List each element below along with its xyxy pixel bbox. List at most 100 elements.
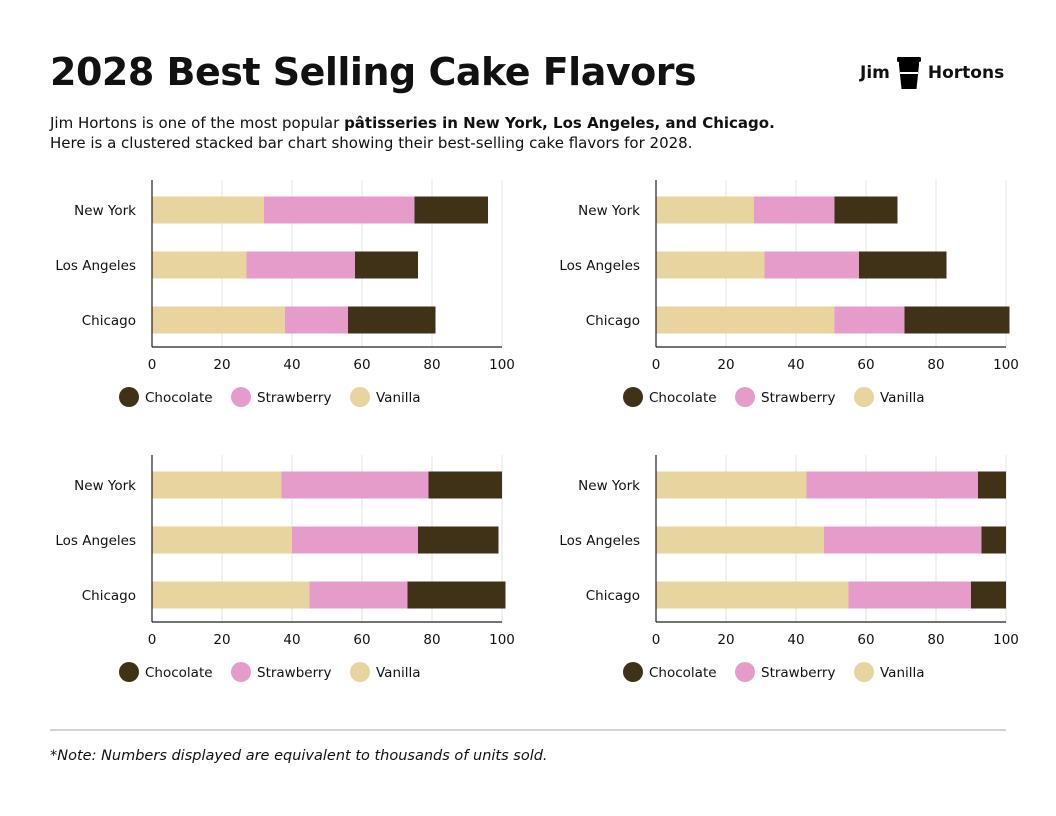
legend-swatch-strawberry [735,662,755,682]
bar-chocolate-chicago [904,306,1010,334]
x-tick-label: 0 [652,632,661,648]
x-tick-label: 80 [927,357,944,373]
bar-chocolate-new-york [978,471,1006,499]
bar-strawberry-new-york [264,196,415,224]
x-tick-label: 100 [489,357,515,373]
bar-vanilla-chicago [656,581,849,609]
bar-strawberry-new-york [806,471,978,499]
legend-swatch-vanilla [350,662,370,682]
legend-swatch-vanilla [854,387,874,407]
bar-chocolate-chicago [407,581,506,609]
bar-vanilla-chicago [152,306,285,334]
bar-strawberry-chicago [309,581,408,609]
category-label: Los Angeles [559,258,640,274]
legend-swatch-strawberry [231,662,251,682]
legend-label-strawberry: Strawberry [761,390,835,406]
legend-label-chocolate: Chocolate [145,665,213,681]
category-label: Chicago [82,313,136,329]
x-tick-label: 40 [787,632,804,648]
chart-bottom-right: New York Los Angeles Chicago 0 20 40 60 80 100 Ch… [559,455,1019,682]
x-tick-label: 100 [993,357,1019,373]
bar-chocolate-chicago [348,306,436,334]
x-tick-label: 0 [148,357,157,373]
intro-line-2: Here is a clustered stacked bar chart sh… [50,134,693,152]
x-tick-label: 60 [857,632,874,648]
x-tick-label: 20 [213,632,230,648]
x-tick-label: 40 [283,632,300,648]
category-label: Los Angeles [559,533,640,549]
bar-vanilla-los-angeles [656,251,765,279]
bar-strawberry-los-angeles [764,251,859,279]
x-tick-label: 80 [423,632,440,648]
x-tick-label: 20 [717,632,734,648]
bar-strawberry-new-york [281,471,429,499]
logo-text-left: Jim [860,63,890,83]
legend-label-chocolate: Chocolate [649,665,717,681]
category-label: New York [74,203,136,219]
category-label: Los Angeles [55,533,136,549]
legend-swatch-chocolate [119,662,139,682]
category-label: Chicago [586,313,640,329]
footer-divider [50,729,1006,731]
bar-strawberry-los-angeles [824,526,982,554]
bar-chocolate-los-angeles [981,526,1006,554]
intro-line-1: Jim Hortons is one of the most popular p… [50,113,950,133]
bar-chocolate-los-angeles [355,251,418,279]
legend-swatch-vanilla [350,387,370,407]
bar-chocolate-los-angeles [859,251,947,279]
logo-text-right: Hortons [927,63,1005,83]
chart-top-right: New York Los Angeles Chicago 0 20 40 60 80 100 Ch… [559,180,1019,407]
category-label: Los Angeles [55,258,136,274]
x-tick-label: 40 [787,357,804,373]
legend-label-vanilla: Vanilla [376,390,421,406]
chart-top-left: New York Los Angeles Chicago 0 20 40 60 80 100 Ch… [55,180,515,407]
bar-chocolate-new-york [414,196,488,224]
legend-label-strawberry: Strawberry [257,390,331,406]
bar-vanilla-los-angeles [152,251,247,279]
bar-strawberry-new-york [754,196,835,224]
legend-swatch-chocolate [119,387,139,407]
x-tick-label: 80 [423,357,440,373]
brand-logo: Jim Hortons [860,56,1004,90]
legend-label-strawberry: Strawberry [257,665,331,681]
category-label: New York [578,478,640,494]
footnote: *Note: Numbers displayed are equivalent … [50,748,548,764]
x-tick-label: 0 [148,632,157,648]
bar-strawberry-los-angeles [246,251,355,279]
bar-strawberry-los-angeles [292,526,418,554]
intro-line-1-bold: pâtisseries in New York, Los Angeles, an… [344,114,775,132]
category-label: New York [578,203,640,219]
x-tick-label: 20 [213,357,230,373]
x-tick-label: 100 [489,632,515,648]
bar-chocolate-los-angeles [418,526,499,554]
bar-vanilla-chicago [656,306,835,334]
intro-text: Jim Hortons is one of the most popular p… [50,113,950,153]
intro-line-1-prefix: Jim Hortons is one of the most popular [50,114,345,132]
legend-label-vanilla: Vanilla [376,665,421,681]
bar-vanilla-new-york [656,196,754,224]
legend-swatch-vanilla [854,662,874,682]
x-tick-label: 20 [717,357,734,373]
legend-swatch-strawberry [735,387,755,407]
legend-label-strawberry: Strawberry [761,665,835,681]
bar-vanilla-los-angeles [656,526,824,554]
page-title: 2028 Best Selling Cake Flavors [50,50,697,94]
bar-chocolate-new-york [834,196,898,224]
bar-strawberry-chicago [285,306,348,334]
x-tick-label: 60 [857,357,874,373]
legend-swatch-chocolate [623,662,643,682]
bar-vanilla-new-york [152,471,282,499]
category-label: Chicago [82,588,136,604]
bar-vanilla-los-angeles [152,526,292,554]
legend-swatch-strawberry [231,387,251,407]
category-label: Chicago [586,588,640,604]
bar-vanilla-new-york [152,196,264,224]
bar-strawberry-chicago [834,306,905,334]
coffee-cup-icon [896,57,921,89]
x-tick-label: 80 [927,632,944,648]
x-tick-label: 100 [993,632,1019,648]
legend-label-vanilla: Vanilla [880,390,925,406]
x-tick-label: 60 [353,357,370,373]
bar-strawberry-chicago [848,581,971,609]
legend-label-vanilla: Vanilla [880,665,925,681]
